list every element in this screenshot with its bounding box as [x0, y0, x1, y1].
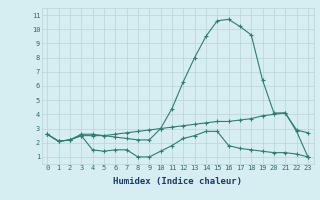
- X-axis label: Humidex (Indice chaleur): Humidex (Indice chaleur): [113, 177, 242, 186]
